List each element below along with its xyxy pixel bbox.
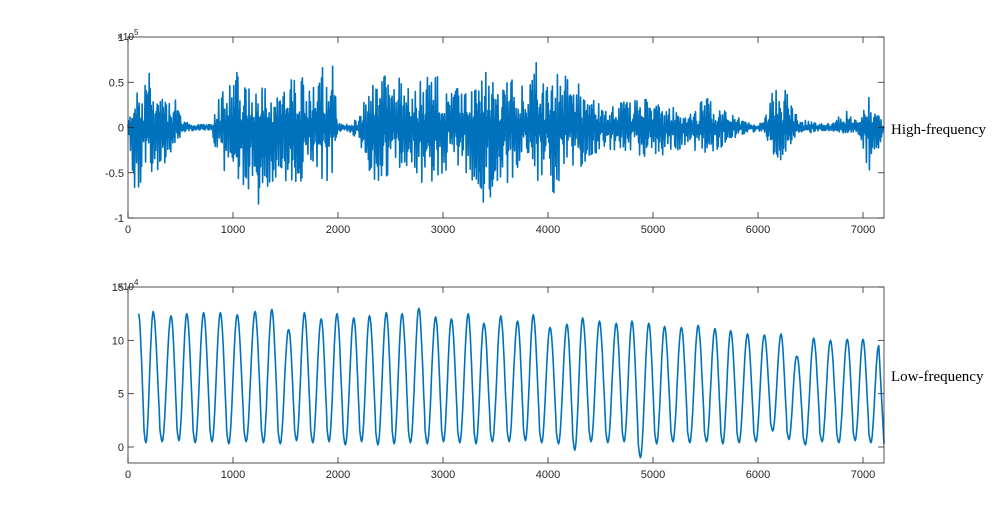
y-tick-label: 0.5 bbox=[109, 77, 124, 89]
y-tick-label: -1 bbox=[114, 213, 124, 225]
x-tick-label: 0 bbox=[125, 469, 131, 481]
data-line-series bbox=[137, 307, 885, 459]
axes-box bbox=[127, 286, 885, 464]
x-tick-label: 1000 bbox=[221, 469, 245, 481]
y-tick-label: 0 bbox=[118, 442, 124, 454]
x-tick-label: 2000 bbox=[326, 469, 350, 481]
y-tick-label: 1 bbox=[118, 32, 124, 44]
x-tick-label: 5000 bbox=[641, 469, 665, 481]
x-tick-label: 3000 bbox=[431, 469, 455, 481]
x-tick-label: 7000 bbox=[851, 469, 875, 481]
x-tick-label: 6000 bbox=[746, 224, 770, 236]
low-frequency-label: Low-frequency bbox=[891, 369, 984, 385]
x-tick-label: 2000 bbox=[326, 224, 350, 236]
y-tick-label: 15 bbox=[112, 282, 124, 294]
x-tick-label: 7000 bbox=[851, 224, 875, 236]
x-tick-label: 3000 bbox=[431, 224, 455, 236]
data-line-series bbox=[127, 61, 885, 205]
y-tick-label: 0 bbox=[118, 123, 124, 135]
x-tick-label: 4000 bbox=[536, 224, 560, 236]
low-frequency-exponent-label: ×104 bbox=[117, 278, 139, 293]
x-tick-label: 6000 bbox=[746, 469, 770, 481]
y-tick-label: -0.5 bbox=[105, 168, 124, 180]
high-frequency-label: High-frequency bbox=[891, 122, 986, 138]
x-tick-label: 5000 bbox=[641, 224, 665, 236]
x-tick-label: 4000 bbox=[536, 469, 560, 481]
high-frequency-panel: ×105 High-frequency 0 1000 2000 3000 4000 500… bbox=[105, 28, 986, 236]
high-frequency-exponent-label: ×105 bbox=[117, 28, 139, 43]
x-tick-label: 0 bbox=[125, 224, 131, 236]
y-tick-label: 10 bbox=[112, 335, 124, 347]
x-tick-label: 1000 bbox=[221, 224, 245, 236]
y-tick-label: 5 bbox=[118, 389, 124, 401]
low-frequency-panel: ×104 Low-frequency 0 1000 2000 3000 4000 5000… bbox=[112, 278, 984, 481]
